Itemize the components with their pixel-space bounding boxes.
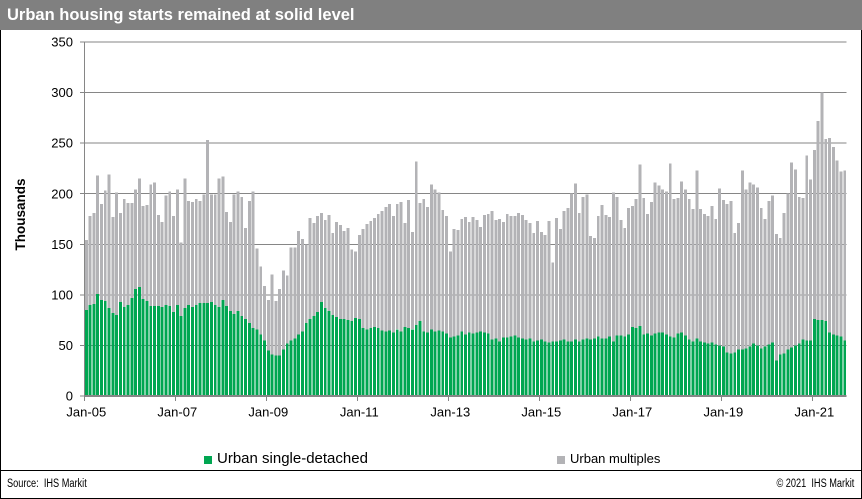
svg-text:Jan-13: Jan-13 <box>430 405 470 420</box>
svg-text:Jan-15: Jan-15 <box>521 405 561 420</box>
svg-text:250: 250 <box>51 136 73 151</box>
svg-text:350: 350 <box>51 35 73 50</box>
svg-text:Thousands: Thousands <box>13 178 28 250</box>
svg-text:Jan-17: Jan-17 <box>612 405 652 420</box>
svg-text:0: 0 <box>66 389 73 404</box>
svg-text:150: 150 <box>51 237 73 252</box>
svg-text:300: 300 <box>51 85 73 100</box>
svg-text:100: 100 <box>51 288 73 303</box>
svg-text:Jan-09: Jan-09 <box>248 405 288 420</box>
svg-text:Jan-21: Jan-21 <box>795 405 835 420</box>
svg-text:Jan-07: Jan-07 <box>157 405 197 420</box>
svg-text:200: 200 <box>51 186 73 201</box>
svg-text:Jan-05: Jan-05 <box>66 405 106 420</box>
svg-text:Jan-19: Jan-19 <box>704 405 744 420</box>
svg-text:50: 50 <box>59 338 73 353</box>
svg-text:Jan-11: Jan-11 <box>340 405 379 420</box>
